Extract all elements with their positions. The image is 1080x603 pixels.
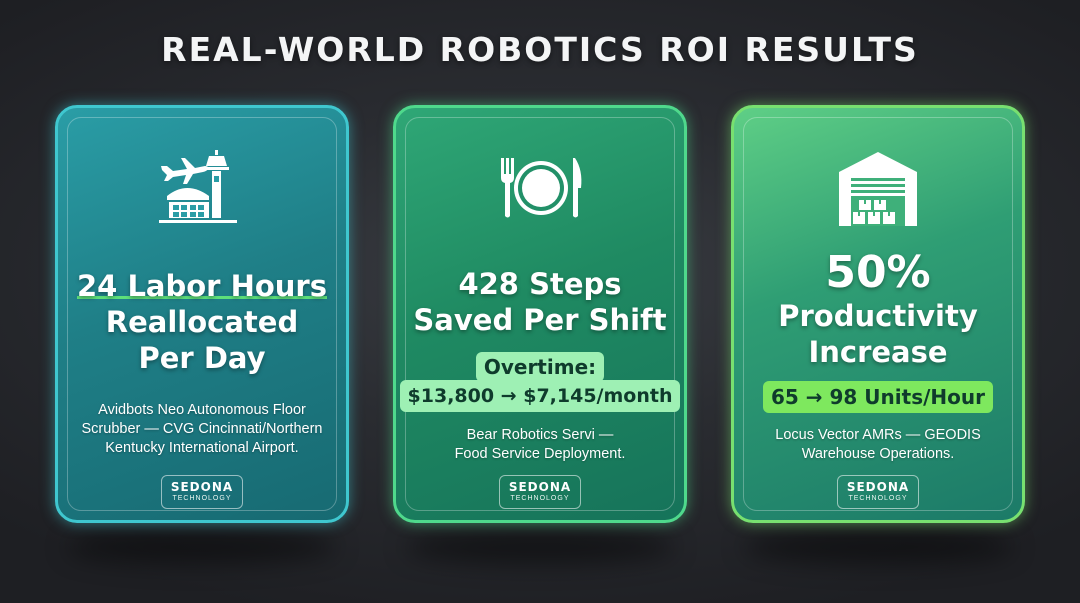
logo-name: SEDONA <box>846 480 910 494</box>
page-title: REAL-WORLD ROBOTICS ROI RESULTS <box>161 30 919 69</box>
card-detail: Bear Robotics Servi — Food Service Deplo… <box>412 426 668 464</box>
overtime-value-group: $13,800 → $7,145/month <box>396 380 684 412</box>
logo-sub: TECHNOLOGY <box>848 495 908 502</box>
headline-line: Reallocated <box>105 305 299 339</box>
headline-line: Saved Per Shift <box>413 303 667 337</box>
card-inner-border <box>67 117 337 511</box>
sedona-logo: SEDONA TECHNOLOGY <box>837 475 919 509</box>
headline-number: 50% <box>825 247 931 298</box>
logo-name: SEDONA <box>508 480 572 494</box>
logo-sub: TECHNOLOGY <box>510 495 570 502</box>
card-shadow <box>743 530 1013 564</box>
logo-name: SEDONA <box>170 480 234 494</box>
card-shadow <box>67 530 337 564</box>
sedona-logo: SEDONA TECHNOLOGY <box>161 475 243 509</box>
overtime-value-badge: $13,800 → $7,145/month <box>399 380 681 412</box>
result-card-food-service: 428 Steps Saved Per Shift Overtime: $13,… <box>393 105 687 523</box>
detail-line: Bear Robotics Servi — <box>466 427 614 443</box>
plate-cutlery-icon <box>501 158 582 218</box>
warehouse-icon <box>839 152 917 226</box>
units-per-hour-badge: 65 → 98 Units/Hour <box>763 381 993 413</box>
detail-line: Warehouse Operations. <box>801 446 955 462</box>
detail-line: Kentucky International Airport. <box>105 440 299 456</box>
headline-line: 24 Labor Hours <box>77 269 327 303</box>
card-detail: Locus Vector AMRs — GEODIS Warehouse Ope… <box>750 426 1006 464</box>
headline-line: 428 Steps <box>458 267 622 301</box>
airport-icon <box>159 150 237 223</box>
detail-line: Avidbots Neo Autonomous Floor <box>98 402 306 418</box>
logo-sub: TECHNOLOGY <box>172 495 232 502</box>
detail-line: Food Service Deployment. <box>454 446 626 462</box>
headline-line: Productivity <box>778 299 978 333</box>
card-headline: 50% Productivity Increase <box>734 248 1022 370</box>
card-inner-border <box>743 117 1013 511</box>
sedona-logo: SEDONA TECHNOLOGY <box>499 475 581 509</box>
card-shadow <box>405 530 675 564</box>
headline-line: Increase <box>808 335 948 369</box>
units-badge-group: 65 → 98 Units/Hour <box>734 381 1022 413</box>
overtime-badge-group: Overtime: <box>396 352 684 382</box>
overtime-label-badge: Overtime: <box>475 352 605 382</box>
detail-line: Scrubber — CVG Cincinnati/Northern <box>81 421 323 437</box>
result-card-warehouse: 50% Productivity Increase 65 → 98 Units/… <box>731 105 1025 523</box>
card-headline: 428 Steps Saved Per Shift <box>396 266 684 338</box>
result-card-airport: 24 Labor Hours Reallocated Per Day Avidb… <box>55 105 349 523</box>
card-inner-border <box>405 117 675 511</box>
card-headline: 24 Labor Hours Reallocated Per Day <box>58 268 346 376</box>
headline-line: Per Day <box>138 341 266 375</box>
detail-line: Locus Vector AMRs — GEODIS <box>775 427 981 443</box>
card-detail: Avidbots Neo Autonomous Floor Scrubber —… <box>74 401 330 458</box>
